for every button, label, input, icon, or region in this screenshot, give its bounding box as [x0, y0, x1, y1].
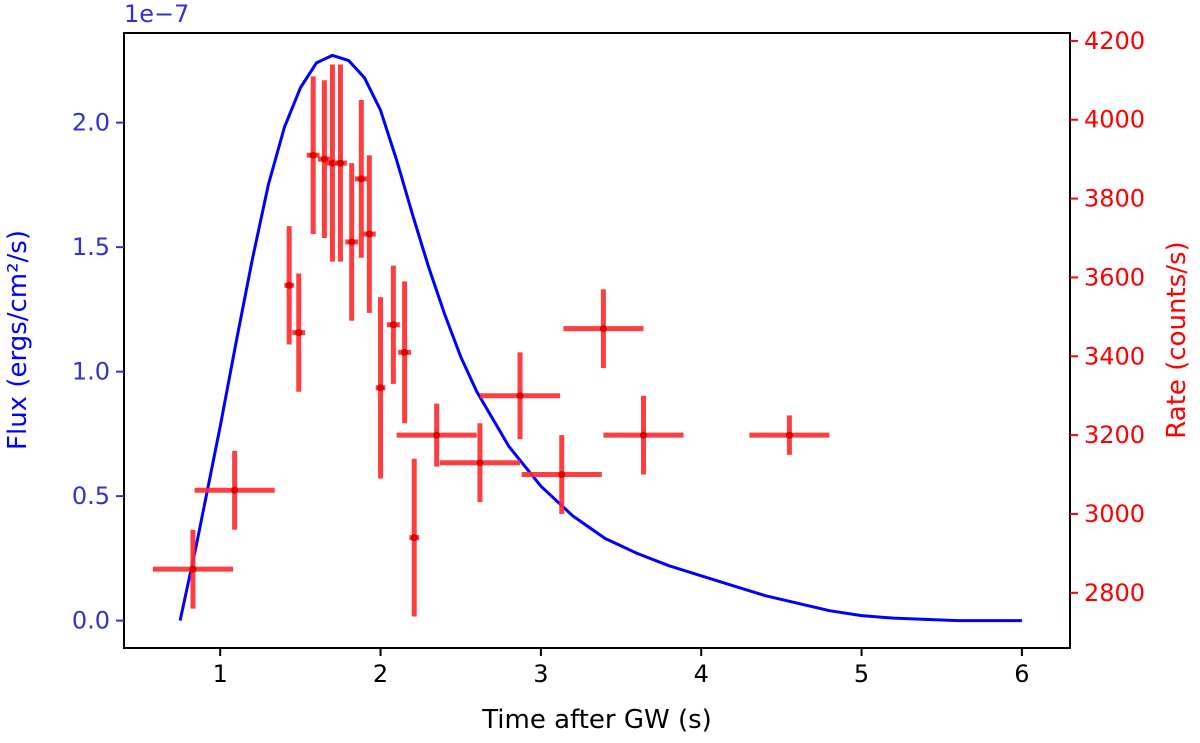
x-tick-label: 2	[373, 660, 388, 688]
x-tick-label: 4	[694, 660, 709, 688]
x-tick-label: 3	[533, 660, 548, 688]
left-y-tick-label: 1.0	[72, 358, 110, 386]
rate-marker	[295, 329, 303, 337]
rate-point	[396, 403, 477, 467]
rate-point	[439, 423, 521, 503]
x-axis-label: Time after GW (s)	[481, 705, 712, 735]
rate-point	[354, 100, 368, 258]
rate-errorbar-series	[152, 64, 830, 617]
rate-point	[318, 80, 331, 238]
rate-point	[334, 64, 347, 262]
right-y-tick-label: 3200	[1084, 421, 1145, 449]
rate-marker	[365, 230, 373, 238]
rate-point	[152, 529, 234, 609]
rate-marker	[357, 175, 365, 183]
rate-point	[479, 352, 561, 440]
right-y-tick-label: 3000	[1084, 500, 1145, 528]
left-y-tick-label: 0.0	[72, 607, 110, 635]
rate-marker	[516, 392, 524, 400]
rate-marker	[231, 486, 239, 494]
x-tick-label: 5	[854, 660, 869, 688]
rate-marker	[558, 471, 566, 479]
left-y-tick-label: 1.5	[72, 233, 110, 261]
rate-point	[409, 458, 420, 617]
rate-marker	[348, 238, 356, 246]
rate-point	[603, 395, 684, 475]
plot-frame	[123, 32, 1071, 649]
rate-point	[362, 155, 376, 313]
rate-marker	[336, 159, 344, 167]
rate-point	[292, 273, 306, 392]
offset-text-left: 1e−7	[124, 0, 189, 28]
rate-point	[375, 297, 386, 479]
rate-point	[398, 281, 412, 424]
left-y-axis: 0.0 0.5 1.0 1.5 2.0	[72, 109, 124, 635]
right-y-tick-label: 4000	[1084, 106, 1145, 134]
rate-marker	[433, 431, 441, 439]
rate-point	[345, 163, 359, 321]
flux-model-line	[178, 53, 1022, 623]
rate-marker	[309, 151, 317, 159]
rate-point	[521, 435, 602, 514]
rate-marker	[639, 431, 647, 439]
rate-marker	[785, 431, 793, 439]
rate-marker	[410, 534, 418, 542]
rate-point	[749, 415, 830, 455]
flux-model-series	[178, 53, 1022, 623]
rate-point	[386, 265, 400, 384]
right-y-tick-label: 3800	[1084, 185, 1145, 213]
right-y-tick-label: 4200	[1084, 27, 1145, 55]
rate-point	[306, 76, 320, 235]
rate-point	[284, 226, 294, 345]
right-y-tick-label: 3400	[1084, 342, 1145, 370]
right-y-tick-label: 3600	[1084, 263, 1145, 291]
left-y-tick-label: 0.5	[72, 482, 110, 510]
rate-marker	[377, 384, 385, 392]
rate-marker	[285, 281, 293, 289]
x-tick-label: 1	[213, 660, 228, 688]
x-axis: 1 2 3 4 5 6	[213, 648, 1030, 688]
rate-marker	[401, 348, 409, 356]
right-axis-label: Rate (counts/s)	[1162, 241, 1192, 438]
left-y-tick-label: 2.0	[72, 109, 110, 137]
rate-marker	[476, 459, 484, 467]
rate-marker	[599, 325, 607, 333]
x-tick-label: 6	[1014, 660, 1029, 688]
rate-point	[563, 289, 644, 369]
rate-marker	[189, 565, 197, 573]
rate-point	[194, 450, 275, 530]
right-y-tick-label: 2800	[1084, 579, 1145, 607]
rate-marker	[389, 321, 397, 329]
left-axis-label: Flux (ergs/cm²/s)	[3, 230, 33, 450]
right-y-axis: 2800 3000 3200 3400 3600 3800 4000 4200	[1070, 27, 1145, 607]
